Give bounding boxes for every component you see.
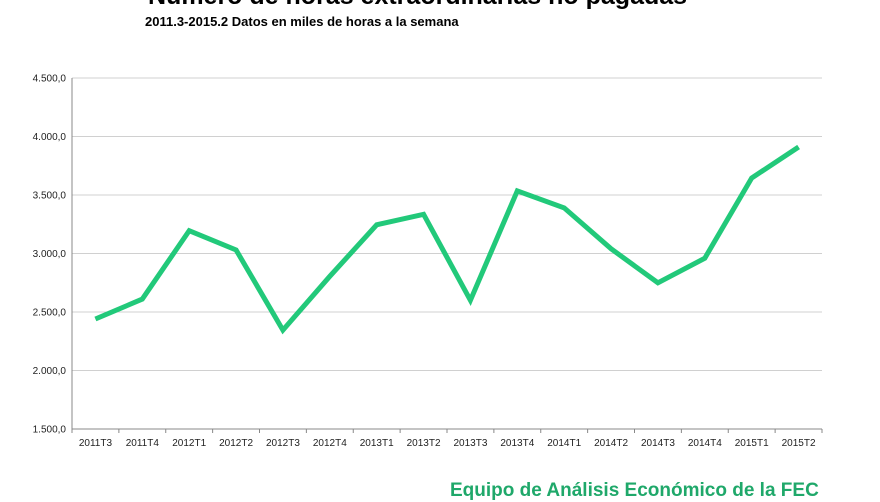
y-tick-label: 3.000,0 (33, 249, 67, 260)
y-tick-label: 1.500,0 (33, 425, 67, 436)
x-tick-label: 2012T1 (172, 438, 206, 449)
x-tick-label: 2011T4 (126, 438, 160, 449)
y-tick-label: 3.500,0 (33, 191, 67, 202)
x-tick-label: 2012T2 (219, 438, 253, 449)
x-tick-label: 2014T1 (547, 438, 581, 449)
y-tick-label: 4.000,0 (33, 132, 67, 143)
x-tick-label: 2013T4 (500, 438, 534, 449)
y-tick-label: 4.500,0 (33, 74, 67, 85)
series-layer (95, 147, 798, 330)
x-tick-label: 2015T1 (735, 438, 769, 449)
y-tick-label: 2.000,0 (33, 366, 67, 377)
footer-credit: Equipo de Análisis Económico de la FEC (450, 480, 819, 502)
series-line (95, 147, 798, 330)
x-tick-label: 2013T1 (360, 438, 394, 449)
x-tick-label: 2014T3 (641, 438, 675, 449)
y-axis-ticks: 1.500,0 2.000,0 2.500,0 3.000,0 3.500,0 4.000… (33, 74, 67, 436)
x-tick-label: 2012T3 (266, 438, 300, 449)
x-tick-label: 2014T4 (688, 438, 722, 449)
x-tick-label: 2013T2 (407, 438, 441, 449)
y-tick-label: 2.500,0 (33, 308, 67, 319)
x-tick-label: 2011T3 (79, 438, 113, 449)
x-tick-label: 2014T2 (594, 438, 628, 449)
x-tick-label: 2015T2 (782, 438, 816, 449)
x-tick-label: 2013T3 (453, 438, 487, 449)
x-axis-ticks: 2011T3 2011T4 2012T1 2012T2 2012T3 2012T4 2013… (79, 438, 816, 449)
x-tick-label: 2012T4 (313, 438, 347, 449)
